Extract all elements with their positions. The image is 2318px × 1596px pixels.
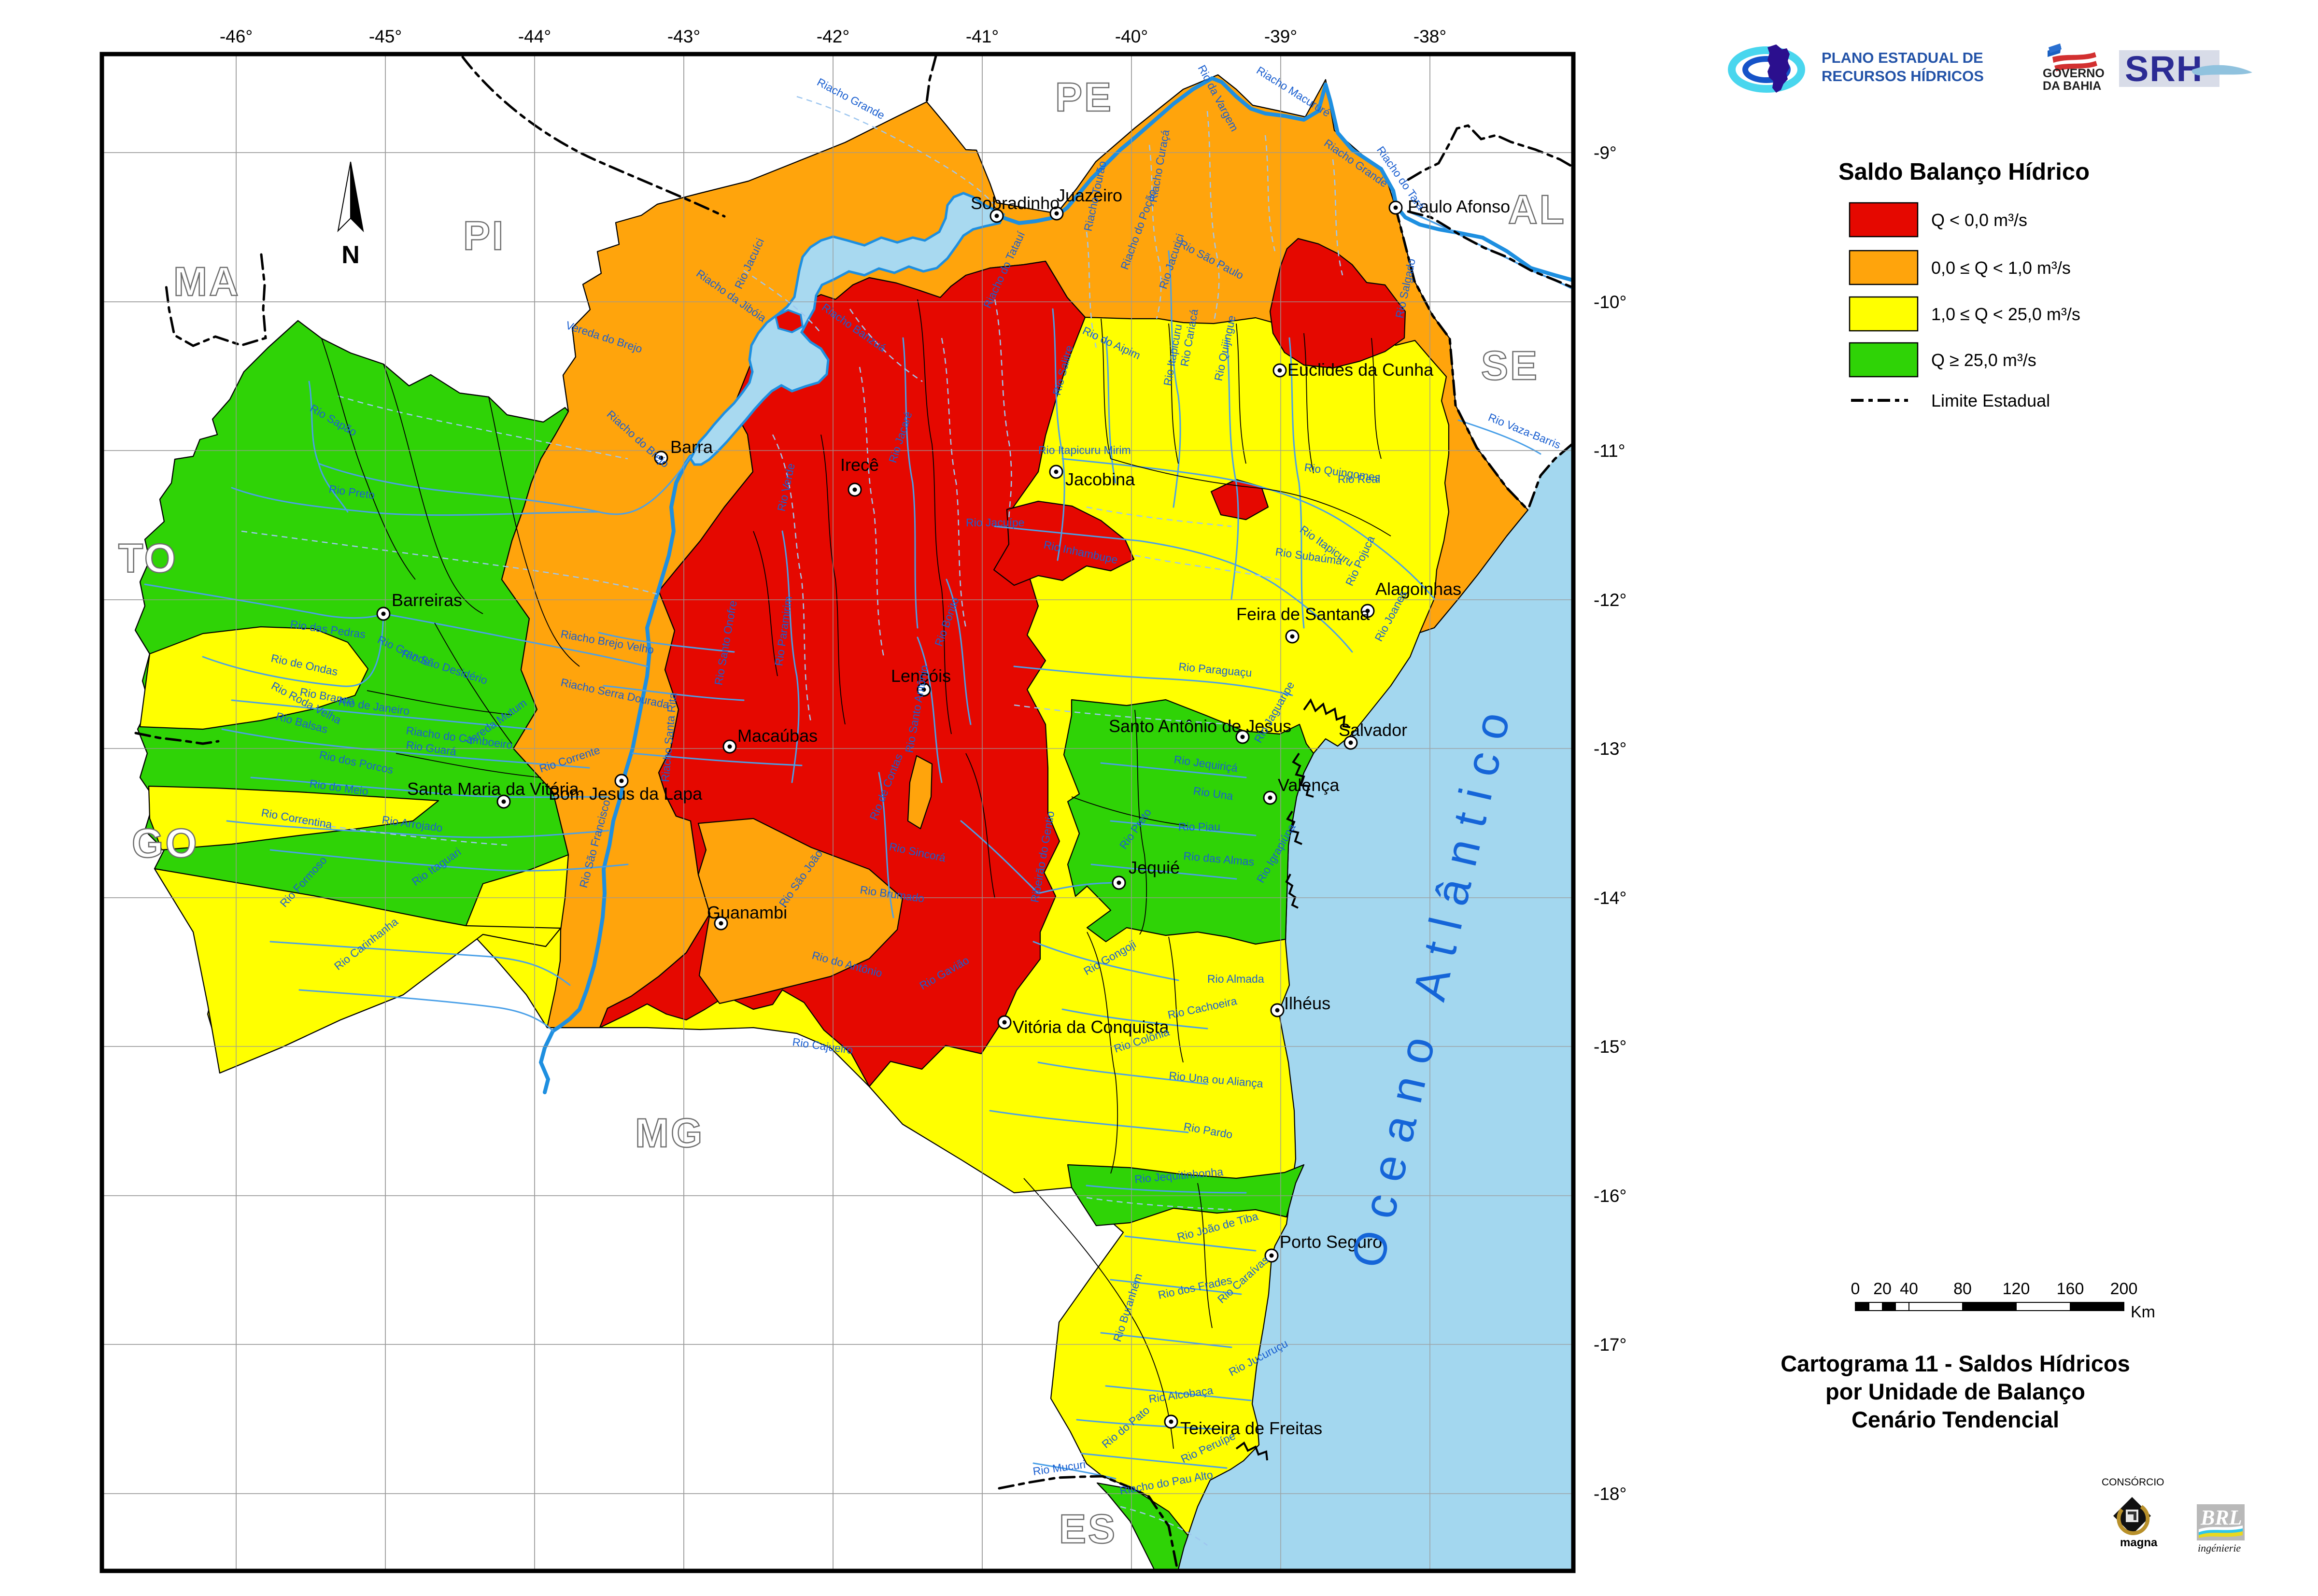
svg-text:Porto Seguro: Porto Seguro [1280, 1232, 1382, 1252]
svg-text:120: 120 [2003, 1280, 2030, 1298]
svg-text:Barreiras: Barreiras [392, 590, 462, 610]
svg-text:Irecê: Irecê [840, 455, 879, 475]
svg-text:Macaúbas: Macaúbas [737, 726, 818, 746]
svg-text:Rio Almada: Rio Almada [1207, 973, 1264, 985]
svg-text:Paulo Afonso: Paulo Afonso [1408, 197, 1510, 216]
svg-text:-41°: -41° [966, 27, 999, 46]
svg-text:MA: MA [173, 259, 240, 304]
svg-text:MG: MG [635, 1110, 704, 1156]
svg-text:ingénierie: ingénierie [2198, 1542, 2241, 1554]
svg-text:Cartograma 11 - Saldos Hídrico: Cartograma 11 - Saldos Hídricos [1781, 1351, 2130, 1376]
svg-text:Rio Jacuípe: Rio Jacuípe [966, 516, 1024, 529]
svg-text:Bom Jesus da Lapa: Bom Jesus da Lapa [549, 784, 703, 804]
svg-text:-16°: -16° [1594, 1186, 1626, 1206]
svg-text:PLANO ESTADUAL DE: PLANO ESTADUAL DE [1822, 49, 1983, 66]
svg-text:BRL: BRL [2200, 1506, 2242, 1529]
svg-text:-46°: -46° [220, 27, 253, 46]
svg-text:Jequié: Jequié [1129, 858, 1180, 877]
svg-text:SE: SE [1481, 343, 1539, 388]
svg-text:Rio Piau: Rio Piau [1178, 820, 1220, 833]
svg-text:Valença: Valença [1278, 775, 1340, 795]
svg-text:PI: PI [463, 213, 505, 258]
svg-text:200: 200 [2110, 1280, 2138, 1298]
svg-text:Teixeira de Freitas: Teixeira de Freitas [1180, 1418, 1322, 1438]
svg-text:TO: TO [118, 536, 178, 581]
svg-text:-42°: -42° [817, 27, 849, 46]
svg-text:Barra: Barra [670, 437, 713, 457]
svg-text:-18°: -18° [1594, 1484, 1626, 1504]
svg-text:GO: GO [132, 820, 199, 866]
svg-text:magna: magna [2120, 1536, 2158, 1549]
svg-text:PE: PE [1055, 74, 1113, 120]
svg-text:Jacobina: Jacobina [1065, 469, 1135, 489]
svg-text:-14°: -14° [1594, 888, 1626, 908]
svg-text:ES: ES [1059, 1506, 1117, 1552]
svg-text:-10°: -10° [1594, 292, 1626, 312]
svg-text:Santo Antônio de Jesus: Santo Antônio de Jesus [1109, 716, 1291, 736]
svg-text:Euclides da Cunha: Euclides da Cunha [1287, 360, 1434, 380]
svg-text:Santa Maria da Vitória: Santa Maria da Vitória [407, 779, 580, 799]
svg-text:Km: Km [2131, 1303, 2155, 1321]
svg-text:-15°: -15° [1594, 1037, 1626, 1057]
svg-text:N: N [341, 241, 360, 269]
svg-text:-44°: -44° [518, 27, 551, 46]
svg-text:Salvador: Salvador [1339, 720, 1407, 740]
svg-text:RECURSOS HÍDRICOS: RECURSOS HÍDRICOS [1822, 68, 1984, 85]
svg-text:GOVERNO: GOVERNO [2043, 67, 2105, 80]
svg-text:Cenário Tendencial: Cenário Tendencial [1852, 1407, 2059, 1432]
svg-text:160: 160 [2057, 1280, 2084, 1298]
svg-text:Guanambi: Guanambi [707, 903, 787, 922]
svg-text:-11°: -11° [1594, 441, 1625, 461]
svg-text:DA BAHIA: DA BAHIA [2043, 79, 2101, 93]
svg-text:-38°: -38° [1413, 27, 1446, 46]
svg-text:Sobradinho: Sobradinho [971, 193, 1060, 213]
svg-text:-9°: -9° [1594, 143, 1617, 163]
svg-text:-12°: -12° [1594, 590, 1626, 610]
svg-text:Lençóis: Lençóis [891, 666, 951, 686]
svg-text:-45°: -45° [369, 27, 402, 46]
svg-text:0,0 ≤ Q < 1,0 m³/s: 0,0 ≤ Q < 1,0 m³/s [1931, 258, 2071, 278]
svg-text:SRH: SRH [2125, 49, 2203, 89]
svg-text:por Unidade de Balanço: por Unidade de Balanço [1825, 1379, 2085, 1404]
svg-text:-17°: -17° [1594, 1335, 1626, 1355]
svg-text:-39°: -39° [1264, 27, 1297, 46]
svg-text:Feira de Santana: Feira de Santana [1236, 604, 1370, 624]
svg-text:-43°: -43° [667, 27, 700, 46]
svg-text:Ilhéus: Ilhéus [1284, 993, 1330, 1013]
svg-text:Saldo Balanço Hídrico: Saldo Balanço Hídrico [1838, 159, 2090, 185]
svg-text:AL: AL [1508, 187, 1566, 232]
svg-text:CONSÓRCIO: CONSÓRCIO [2102, 1477, 2164, 1488]
svg-text:Rio Itapicuru Mirim: Rio Itapicuru Mirim [1038, 444, 1131, 456]
svg-text:Q < 0,0 m³/s: Q < 0,0 m³/s [1931, 210, 2027, 230]
svg-text:0: 0 [1851, 1280, 1860, 1298]
svg-text:1,0 ≤ Q < 25,0 m³/s: 1,0 ≤ Q < 25,0 m³/s [1931, 304, 2080, 324]
svg-text:Vitória da Conquista: Vitória da Conquista [1013, 1017, 1170, 1037]
svg-text:Juazeiro: Juazeiro [1057, 185, 1122, 205]
svg-text:Q ≥ 25,0 m³/s: Q ≥ 25,0 m³/s [1931, 350, 2036, 370]
svg-text:Alagoinhas: Alagoinhas [1375, 579, 1461, 599]
svg-text:-13°: -13° [1594, 739, 1626, 759]
svg-text:Limite Estadual: Limite Estadual [1931, 391, 2050, 410]
svg-text:80: 80 [1953, 1280, 1972, 1298]
svg-text:40: 40 [1900, 1280, 1918, 1298]
svg-text:Rio Real: Rio Real [1338, 473, 1380, 485]
svg-text:-40°: -40° [1115, 27, 1148, 46]
svg-text:20: 20 [1873, 1280, 1892, 1298]
